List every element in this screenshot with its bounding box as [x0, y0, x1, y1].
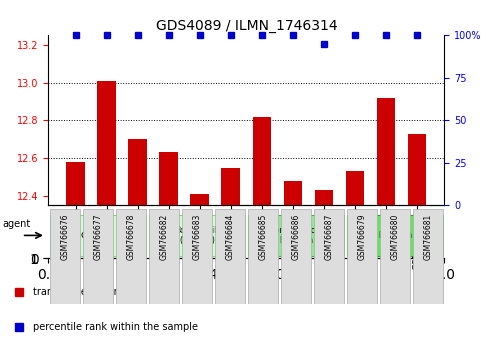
Bar [98, 81, 116, 205]
Text: GSM766686: GSM766686 [291, 214, 300, 260]
Text: GSM766681: GSM766681 [424, 214, 432, 260]
Bar [222, 167, 240, 205]
Text: control: control [81, 230, 114, 240]
FancyBboxPatch shape [413, 209, 443, 304]
Bar [408, 133, 426, 205]
Text: GSM766678: GSM766678 [127, 214, 135, 260]
Text: GSM766677: GSM766677 [93, 214, 102, 260]
Text: GSM766676: GSM766676 [60, 214, 69, 260]
Text: GSM766685: GSM766685 [258, 214, 267, 260]
FancyBboxPatch shape [116, 209, 146, 304]
FancyBboxPatch shape [314, 209, 344, 304]
Bar [346, 171, 364, 205]
FancyBboxPatch shape [347, 215, 443, 256]
Text: agent: agent [2, 219, 30, 229]
Bar [159, 153, 178, 205]
Text: GSM766679: GSM766679 [357, 214, 366, 260]
FancyBboxPatch shape [380, 209, 410, 304]
FancyBboxPatch shape [83, 209, 113, 304]
FancyBboxPatch shape [248, 209, 278, 304]
FancyBboxPatch shape [248, 215, 344, 256]
Bar [377, 98, 395, 205]
Text: GSM766680: GSM766680 [390, 214, 399, 260]
FancyBboxPatch shape [50, 215, 146, 256]
FancyBboxPatch shape [149, 215, 245, 256]
Title: GDS4089 / ILMN_1746314: GDS4089 / ILMN_1746314 [156, 19, 337, 33]
Text: GSM766687: GSM766687 [325, 214, 333, 260]
FancyBboxPatch shape [281, 209, 311, 304]
Bar [284, 181, 302, 205]
Text: GSM766682: GSM766682 [159, 214, 168, 260]
Text: Bortezomib
(Velcade): Bortezomib (Velcade) [175, 226, 219, 245]
Bar [314, 190, 333, 205]
Bar [66, 162, 85, 205]
Bar [190, 194, 209, 205]
Text: transformed count: transformed count [33, 287, 124, 297]
Text: Bortezomib (Velcade) +
Estrogen: Bortezomib (Velcade) + Estrogen [250, 226, 341, 245]
FancyBboxPatch shape [50, 209, 80, 304]
Text: GSM766684: GSM766684 [226, 214, 234, 260]
Text: GSM766683: GSM766683 [192, 214, 201, 260]
Text: Estrogen: Estrogen [378, 231, 412, 240]
FancyBboxPatch shape [149, 209, 179, 304]
Bar [253, 116, 271, 205]
Bar [128, 139, 147, 205]
Text: percentile rank within the sample: percentile rank within the sample [33, 322, 198, 332]
FancyBboxPatch shape [182, 209, 212, 304]
FancyBboxPatch shape [215, 209, 245, 304]
FancyBboxPatch shape [347, 209, 377, 304]
